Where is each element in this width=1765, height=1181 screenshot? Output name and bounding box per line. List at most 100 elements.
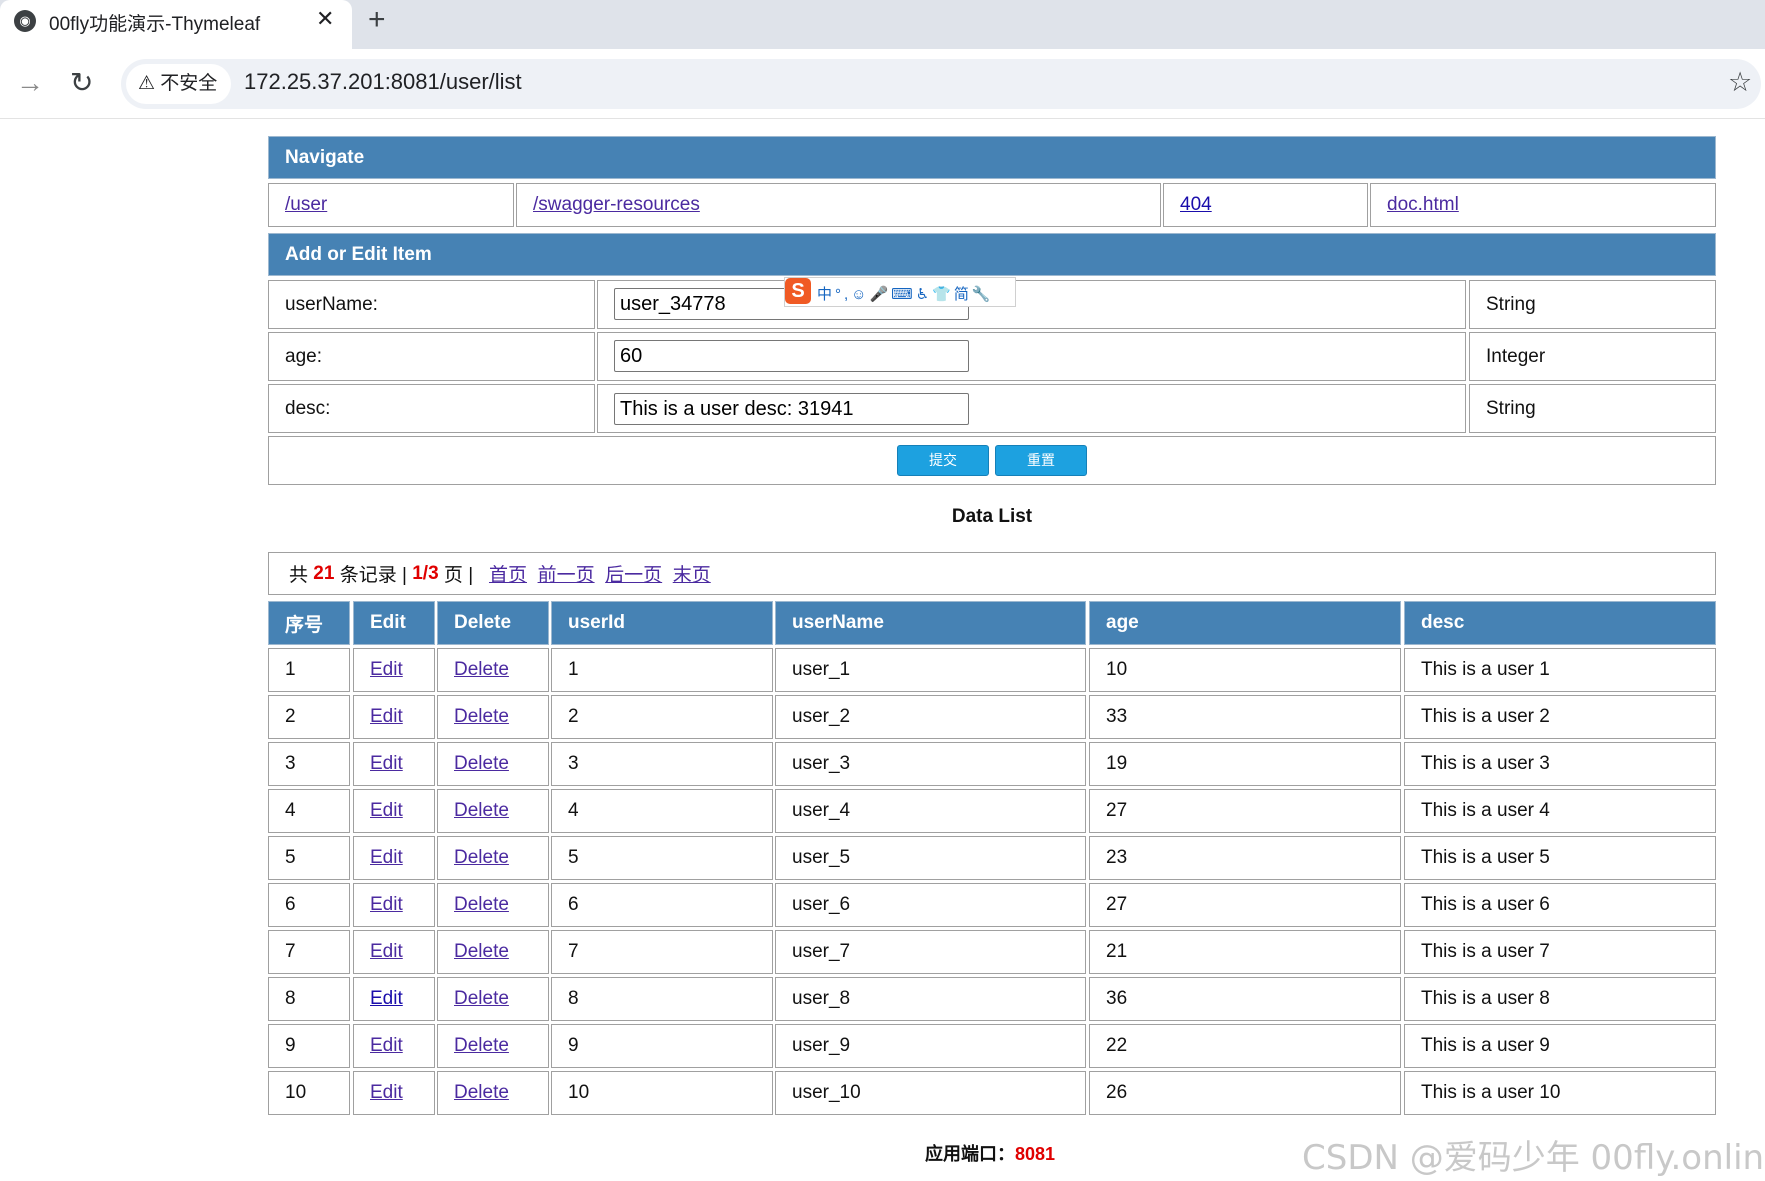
table-cell: 36 [1089,977,1401,1021]
col-header-delete: Delete [437,601,549,645]
nav-cell-user: /user [268,183,514,227]
address-bar[interactable]: ⚠ 不安全 172.25.37.201:8081/user/list [121,59,1761,109]
delete-link[interactable]: Delete [454,847,509,868]
table-cell: user_4 [775,789,1086,833]
security-chip[interactable]: ⚠ 不安全 [126,64,231,104]
cell-userid: 4 [568,800,579,821]
col-header-age: age [1089,601,1401,645]
submit-button[interactable]: 提交 [897,445,989,476]
table-cell: This is a user 9 [1404,1024,1716,1068]
delete-link[interactable]: Delete [454,659,509,680]
nav-link-user[interactable]: /user [285,194,328,215]
edit-link[interactable]: Edit [370,753,403,774]
field-label-cell: userName: [268,280,595,329]
table-cell: Edit [353,789,435,833]
edit-link[interactable]: Edit [370,988,403,1009]
cell-userid: 9 [568,1035,579,1056]
edit-link[interactable]: Edit [370,659,403,680]
nav-link-404[interactable]: 404 [1180,194,1212,215]
table-cell: This is a user 8 [1404,977,1716,1021]
table-cell: Delete [437,789,549,833]
reset-button[interactable]: 重置 [995,445,1087,476]
cell-desc: This is a user 9 [1421,1035,1550,1056]
edit-link[interactable]: Edit [370,706,403,727]
table-cell: 9 [551,1024,773,1068]
table-cell: Edit [353,1071,435,1115]
table-cell: This is a user 6 [1404,883,1716,927]
table-cell: user_6 [775,883,1086,927]
table-cell: 7 [268,930,350,974]
table-cell: 27 [1089,883,1401,927]
cell-username: user_9 [792,1035,851,1056]
pager-page-label: 页 | [443,565,474,586]
pager-last-link[interactable]: 末页 [672,565,711,586]
delete-link[interactable]: Delete [454,894,509,915]
footer-port: 应用端口：8081 [925,1140,1055,1166]
table-cell: Delete [437,1024,549,1068]
table-cell: 23 [1089,836,1401,880]
browser-tab[interactable]: ◉ 00fly功能演示-Thymeleaf ✕ [0,0,352,49]
field-type-cell: String [1469,280,1716,329]
ime-tools-icons[interactable]: 中°,☺🎤⌨♿👕简🔧 [817,286,994,303]
cell-index: 3 [285,753,296,774]
cell-desc: This is a user 6 [1421,894,1550,915]
cell-desc: This is a user 7 [1421,941,1550,962]
table-cell: Delete [437,883,549,927]
cell-username: user_2 [792,706,851,727]
close-icon[interactable]: ✕ [316,6,335,31]
cell-userid: 5 [568,847,579,868]
cell-userid: 2 [568,706,579,727]
ime-toolbar[interactable]: S 中°,☺🎤⌨♿👕简🔧 [784,277,1016,307]
table-cell: 1 [268,648,350,692]
desc-input[interactable]: This is a user desc: 31941 [614,393,969,425]
cell-userid: 8 [568,988,579,1009]
edit-link[interactable]: Edit [370,894,403,915]
cell-age: 19 [1106,753,1128,774]
edit-link[interactable]: Edit [370,941,403,962]
new-tab-icon[interactable]: + [368,3,386,36]
cell-index: 5 [285,847,296,868]
delete-link[interactable]: Delete [454,706,509,727]
age-input[interactable]: 60 [614,340,969,372]
pager-next-link[interactable]: 后一页 [605,565,663,586]
delete-link[interactable]: Delete [454,753,509,774]
table-cell: Edit [353,930,435,974]
nav-cell-404: 404 [1163,183,1368,227]
field-type: String [1486,397,1536,419]
edit-link[interactable]: Edit [370,800,403,821]
cell-age: 21 [1106,941,1128,962]
pager-prev-link[interactable]: 前一页 [537,565,595,586]
nav-cell-doc: doc.html [1370,183,1716,227]
nav-link-doc[interactable]: doc.html [1387,194,1459,215]
edit-link[interactable]: Edit [370,1035,403,1056]
table-cell: 5 [551,836,773,880]
table-cell: 26 [1089,1071,1401,1115]
field-type: String [1486,293,1536,315]
reload-icon[interactable]: ↻ [70,67,94,98]
table-cell: 33 [1089,695,1401,739]
field-label-cell: age: [268,332,595,381]
delete-link[interactable]: Delete [454,800,509,821]
nav-link-swagger-resources[interactable]: /swagger-resources [533,194,700,215]
table-cell: 21 [1089,930,1401,974]
table-cell: Delete [437,977,549,1021]
delete-link[interactable]: Delete [454,988,509,1009]
delete-link[interactable]: Delete [454,1082,509,1103]
bookmark-star-icon[interactable]: ☆ [1728,67,1753,97]
delete-link[interactable]: Delete [454,941,509,962]
pager-first-link[interactable]: 首页 [488,565,527,586]
col-header-username: userName [775,601,1086,645]
edit-link[interactable]: Edit [370,847,403,868]
cell-desc: This is a user 10 [1421,1082,1561,1103]
table-cell: 1 [551,648,773,692]
forward-icon[interactable]: → [16,67,44,98]
table-cell: This is a user 7 [1404,930,1716,974]
footer-port-value: 8081 [1015,1144,1056,1164]
edit-link[interactable]: Edit [370,1082,403,1103]
delete-link[interactable]: Delete [454,1035,509,1056]
cell-age: 27 [1106,894,1128,915]
cell-age: 26 [1106,1082,1128,1103]
table-cell: Delete [437,836,549,880]
url-text[interactable]: 172.25.37.201:8081/user/list [244,69,522,94]
table-cell: 27 [1089,789,1401,833]
